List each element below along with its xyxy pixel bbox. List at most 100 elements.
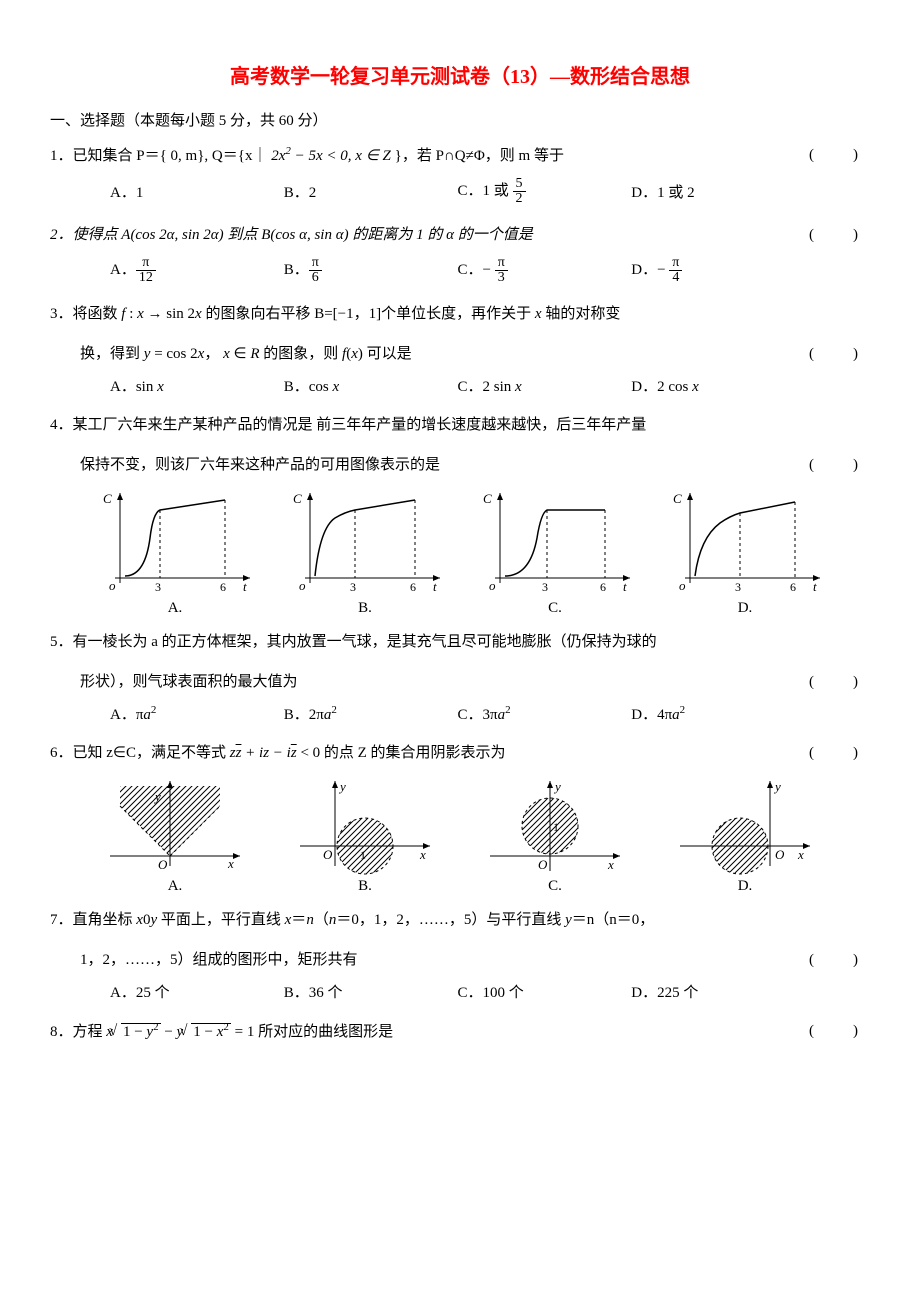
q5-line2: 形状），则气球表面积的最大值为 [80, 674, 298, 690]
q2-options: A．π12 B．π6 C．− π3 D．− π4 [110, 256, 870, 285]
answer-paren: ( ) [809, 220, 870, 250]
svg-text:x: x [419, 847, 426, 862]
q3-opt-d: D．2 cos x [631, 375, 801, 396]
growth-chart-d-icon: C t o 3 6 [665, 488, 825, 598]
answer-paren: ( ) [809, 1016, 870, 1046]
q1-c-pre: C．1 或 [458, 183, 513, 199]
svg-text:o: o [299, 578, 306, 593]
q6-label-d: D. [660, 878, 830, 895]
answer-paren: ( ) [809, 667, 870, 697]
q4-chart-a: C t o 3 6 A. [90, 488, 260, 617]
q6-chart-b: y x O 1 B. [280, 776, 450, 895]
question-7b: 1，2，……，5）组成的图形中，矩形共有 ( ) [80, 945, 870, 975]
q2-c-den: 3 [495, 271, 508, 285]
q2-d-pre: D．− [631, 262, 669, 278]
q5-opt-a: A．πa2 [110, 703, 280, 724]
q1-c-frac: 52 [513, 177, 526, 206]
q5-opt-b: B．2πa2 [284, 703, 454, 724]
q1-text-suf: }，若 P∩Q≠Φ，则 m 等于 [391, 148, 564, 164]
q2-d-num: π [669, 256, 682, 271]
q4-charts: C t o 3 6 A. C t o 3 6 B. [90, 488, 830, 617]
question-3: 3．将函数 f : x → sin 2x 的图象向右平移 B=[−1，1]个单位… [50, 299, 870, 329]
growth-chart-a-icon: C t o 3 6 [95, 488, 255, 598]
q4-chart-b: C t o 3 6 B. [280, 488, 450, 617]
q2-a-num: π [136, 256, 156, 271]
q4-label-d: D. [660, 600, 830, 617]
q7-opt-c: C．100 个 [458, 981, 628, 1002]
q3-line2: 换，得到 y = cos 2x， x ∈ R 的图象，则 f(x) 可以是 [80, 346, 412, 362]
svg-text:o: o [489, 578, 496, 593]
q1-options: A．1 B．2 C．1 或 52 D．1 或 2 [110, 177, 870, 206]
q2-d-den: 4 [669, 271, 682, 285]
svg-text:y: y [338, 779, 346, 794]
q3-opt-c: C．2 sin x [458, 375, 628, 396]
svg-text:t: t [623, 579, 627, 594]
question-6: 6．已知 z∈C，满足不等式 zz + iz − iz < 0 的点 Z 的集合… [50, 738, 870, 768]
q7-opt-d: D．225 个 [631, 981, 801, 1002]
svg-text:6: 6 [600, 580, 606, 594]
svg-text:6: 6 [410, 580, 416, 594]
svg-text:O: O [775, 847, 785, 862]
q1-opt-a: A．1 [110, 181, 280, 202]
question-1: 1．已知集合 P＝{ 0, m}, Q＝{x｜ 2x2 − 5x < 0, x … [50, 140, 870, 171]
q4-label-a: A. [90, 600, 260, 617]
svg-text:x: x [797, 847, 804, 862]
svg-text:t: t [433, 579, 437, 594]
q2-c-num: π [495, 256, 508, 271]
svg-text:3: 3 [735, 580, 741, 594]
svg-text:6: 6 [790, 580, 796, 594]
svg-text:t: t [813, 579, 817, 594]
region-chart-d-icon: y x O [670, 776, 820, 876]
svg-text:t: t [243, 579, 247, 594]
svg-text:C: C [293, 491, 302, 506]
question-5b: 形状），则气球表面积的最大值为 ( ) [80, 667, 870, 697]
svg-text:o: o [679, 578, 686, 593]
q6-chart-d: y x O D. [660, 776, 830, 895]
q2-a-den: 12 [136, 271, 156, 285]
q2-b-num: π [309, 256, 322, 271]
region-chart-a-icon: y x O [100, 776, 250, 876]
answer-paren: ( ) [809, 450, 870, 480]
q6-label-b: B. [280, 878, 450, 895]
q1-opt-c: C．1 或 52 [458, 177, 628, 206]
svg-text:y: y [553, 779, 561, 794]
q5-opt-d: D．4πa2 [631, 703, 801, 724]
question-5: 5．有一棱长为 a 的正方体框架，其内放置一气球，是其充气且尽可能地膨胀（仍保持… [50, 627, 870, 657]
answer-paren: ( ) [809, 339, 870, 369]
q2-text: 2．使得点 A(cos 2α, sin 2α) 到点 B(cos α, sin … [50, 227, 533, 243]
q6-label-a: A. [90, 878, 260, 895]
q7-options: A．25 个 B．36 个 C．100 个 D．225 个 [110, 981, 870, 1002]
q6-label-c: C. [470, 878, 640, 895]
svg-text:C: C [483, 491, 492, 506]
q1-opt-b: B．2 [284, 181, 454, 202]
svg-text:C: C [103, 491, 112, 506]
q1-c-den: 2 [513, 192, 526, 206]
question-4: 4．某工厂六年来生产某种产品的情况是 前三年年产量的增长速度越来越快，后三年年产… [50, 410, 870, 440]
answer-paren: ( ) [809, 738, 870, 768]
q1-text-pre: 1．已知集合 P＝{ 0, m}, Q＝{x｜ [50, 148, 271, 164]
q2-c-pre: C．− [458, 262, 495, 278]
q1-opt-d: D．1 或 2 [631, 181, 801, 202]
q6-chart-a: y x O A. [90, 776, 260, 895]
svg-text:y: y [153, 789, 161, 804]
page-title: 高考数学一轮复习单元测试卷（13）—数形结合思想 [50, 60, 870, 89]
q5-line1: 5．有一棱长为 a 的正方体框架，其内放置一气球，是其充气且尽可能地膨胀（仍保持… [50, 634, 657, 650]
svg-text:O: O [158, 857, 168, 872]
question-4b: 保持不变，则该厂六年来这种产品的可用图像表示的是 ( ) [80, 450, 870, 480]
question-7: 7．直角坐标 x0y 平面上，平行直线 x＝n（n＝0，1，2，……，5）与平行… [50, 905, 870, 935]
question-3b: 换，得到 y = cos 2x， x ∈ R 的图象，则 f(x) 可以是 ( … [80, 339, 870, 369]
svg-text:O: O [323, 847, 333, 862]
growth-chart-b-icon: C t o 3 6 [285, 488, 445, 598]
q4-chart-d: C t o 3 6 D. [660, 488, 830, 617]
svg-text:1: 1 [360, 848, 366, 862]
q3-opt-a: A．sin x [110, 375, 280, 396]
q4-chart-c: C t o 3 6 C. [470, 488, 640, 617]
svg-text:x: x [607, 857, 614, 872]
q7-opt-b: B．36 个 [284, 981, 454, 1002]
q2-b-pre: B． [284, 262, 309, 278]
q4-label-c: C. [470, 600, 640, 617]
q7-opt-a: A．25 个 [110, 981, 280, 1002]
svg-text:3: 3 [542, 580, 548, 594]
q2-b-den: 6 [309, 271, 322, 285]
q8-text: 8．方程 x1 − y2 − y1 − x2 = 1 所对应的曲线图形是 [50, 1024, 393, 1040]
